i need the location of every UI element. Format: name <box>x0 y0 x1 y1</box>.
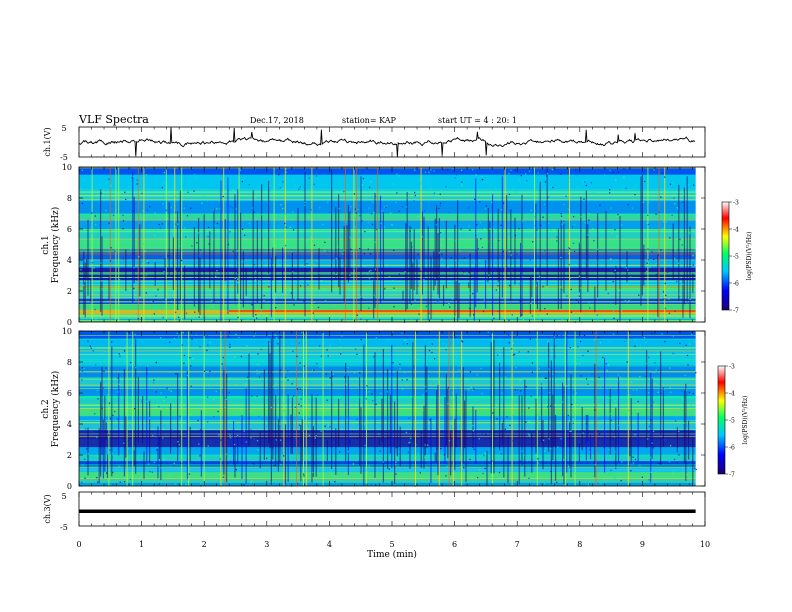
ch1-spectrogram-image <box>79 167 697 323</box>
station-label: station= KAP <box>342 116 397 125</box>
ch2-spectrogram-image <box>79 331 697 488</box>
y-tick-label: 4 <box>67 420 72 429</box>
x-tick-label: 3 <box>264 540 269 549</box>
ch1-spec-ylabel-channel: ch.1 <box>41 235 51 254</box>
x-tick-label: 7 <box>515 540 520 549</box>
ch1-colorbar-label: log(PSD)(V²/Hz) <box>746 232 753 281</box>
date-label: Dec.17, 2018 <box>250 116 304 125</box>
x-tick-label: 10 <box>700 540 710 549</box>
x-tick-label: 2 <box>202 540 207 549</box>
y-tick-label: 2 <box>67 451 72 460</box>
ch1-ytick-bottom: -5 <box>60 153 68 162</box>
colorbar-tick-label: -5 <box>729 418 735 425</box>
ch3-ytick-bottom: -5 <box>60 523 68 532</box>
colorbar-tick-label: -5 <box>733 254 739 261</box>
colorbar-tick-label: -3 <box>729 364 735 371</box>
x-tick-label: 9 <box>640 540 645 549</box>
ch2-colorbar-label: log(PSD)(V²/Hz) <box>742 396 749 445</box>
ch3-waveform-line <box>79 509 696 513</box>
colorbar-tick-label: -4 <box>729 391 735 398</box>
ch1-spec-ylabel-freq: Frequency (kHz) <box>50 207 61 284</box>
figure-title: VLF Spectra <box>78 113 149 126</box>
y-tick-label: 4 <box>67 256 72 265</box>
panel-ch3-waveform: 5 -5 ch.3(V) <box>43 491 706 532</box>
y-tick-label: 0 <box>67 318 72 327</box>
ch1-waveform-line <box>78 127 696 157</box>
x-tick-label: 1 <box>139 540 144 549</box>
ch2-colorbar <box>717 365 726 475</box>
ch1-colorbar <box>721 201 730 311</box>
colorbar-tick-label: -7 <box>733 308 739 315</box>
ch3-ytick-top: 5 <box>61 492 66 501</box>
y-tick-label: 2 <box>67 287 72 296</box>
ch1-ylabel: ch.1(V) <box>43 127 52 156</box>
start-time-label: start UT = 4 : 20: 1 <box>438 116 517 125</box>
ch2-spec-ylabel-channel: ch.2 <box>41 399 51 418</box>
colorbar-tick-label: -4 <box>733 227 739 234</box>
y-tick-label: 6 <box>67 389 72 398</box>
ch3-ylabel: ch.3(V) <box>43 494 52 523</box>
colorbar-tick-label: -3 <box>733 200 739 207</box>
y-tick-label: 6 <box>67 225 72 234</box>
ch2-spec-ylabel-freq: Frequency (kHz) <box>50 371 61 448</box>
ch1-ytick-top: 5 <box>61 124 66 133</box>
x-tick-label: 6 <box>452 540 457 549</box>
x-axis-label: Time (min) <box>367 549 417 560</box>
y-tick-label: 8 <box>67 194 72 203</box>
y-tick-label: 10 <box>62 163 72 172</box>
x-tick-label: 5 <box>389 540 394 549</box>
x-tick-label: 0 <box>76 540 81 549</box>
x-axis-tick-labels: 0 1 2 3 4 5 6 7 8 9 10 <box>76 540 710 549</box>
colorbar-tick-label: -6 <box>733 281 739 288</box>
panel-ch1-waveform: 5 -5 ch.1(V) <box>43 124 706 162</box>
y-tick-label: 10 <box>62 327 72 336</box>
colorbar-tick-label: -6 <box>729 445 735 452</box>
x-tick-label: 8 <box>577 540 582 549</box>
y-tick-label: 8 <box>67 358 72 367</box>
y-tick-label: 0 <box>67 482 72 491</box>
colorbar-tick-label: -7 <box>729 472 735 479</box>
x-tick-label: 4 <box>327 540 332 549</box>
